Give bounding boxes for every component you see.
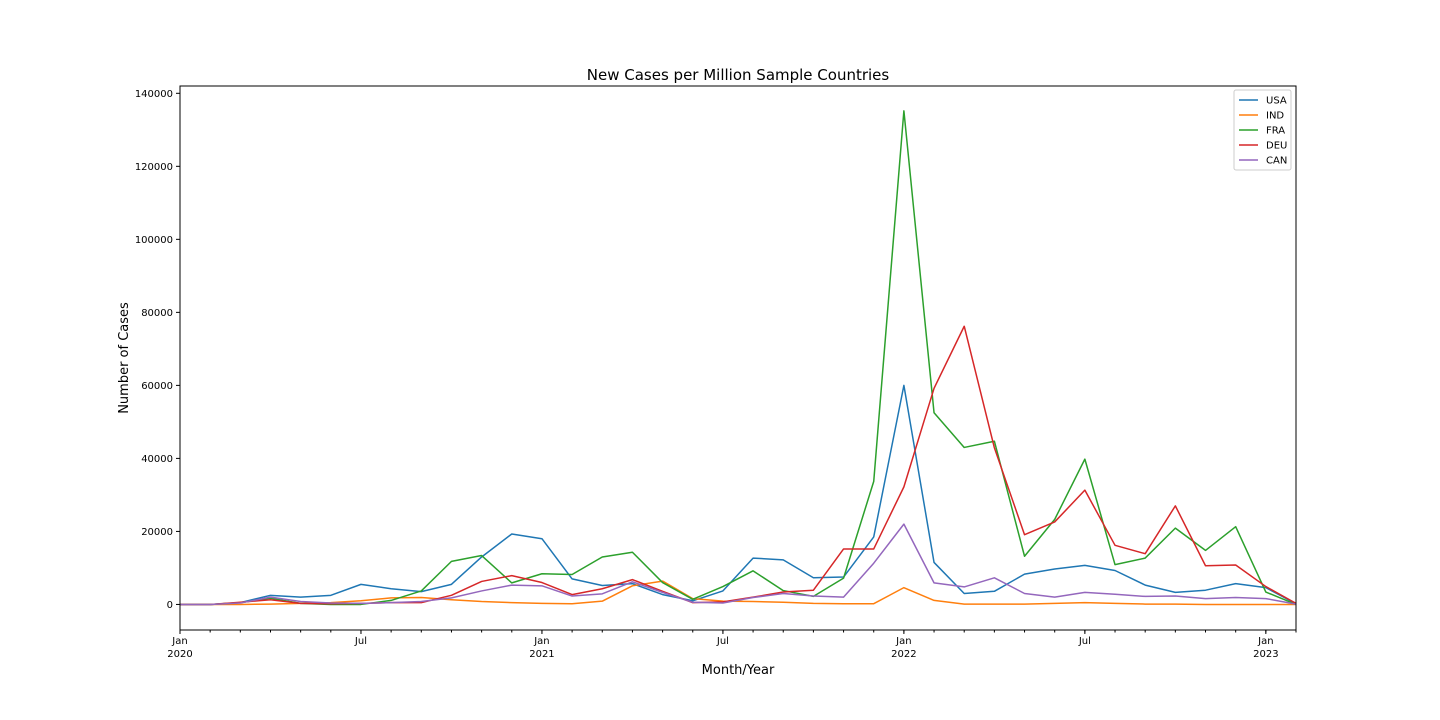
y-tick-label: 40000 [141, 454, 173, 465]
x-tick-label: Jan [895, 636, 911, 647]
y-tick-label: 0 [167, 600, 173, 611]
y-tick-label: 120000 [135, 162, 173, 173]
series-line-usa [180, 384, 1297, 606]
y-tick-label: 80000 [141, 308, 173, 319]
x-tick-year-label: 2022 [891, 649, 916, 660]
y-tick-label: 60000 [141, 381, 173, 392]
x-tick-year-label: 2023 [1253, 649, 1278, 660]
x-tick-year-label: 2021 [529, 649, 554, 660]
legend-label-deu: DEU [1266, 141, 1287, 152]
y-tick-label: 140000 [135, 89, 173, 100]
y-axis-title: Number of Cases [117, 302, 132, 414]
y-tick-label: 100000 [135, 235, 173, 246]
x-tick-label: Jan [171, 636, 187, 647]
series-layer [180, 110, 1297, 606]
legend-box [1233, 89, 1292, 171]
series-line-can [180, 523, 1297, 606]
y-tick-label: 20000 [141, 527, 173, 538]
x-axis: Jan 2020 Jul Jan 2021 Jul Jan 2022 Jul Jan 2023 [167, 630, 1297, 660]
x-tick-label: Jul [354, 636, 367, 647]
x-tick-year-label: 2020 [167, 649, 192, 660]
plot-area [179, 85, 1297, 631]
y-axis: 0 20000 40000 60000 80000 100000 120000 140000 [135, 89, 180, 611]
legend-label-usa: USA [1266, 96, 1287, 107]
x-tick-label: Jul [716, 636, 729, 647]
chart-title: New Cases per Million Sample Countries [587, 66, 890, 84]
plot-frame [179, 85, 1297, 631]
legend-label-can: CAN [1266, 156, 1287, 167]
x-tick-label: Jul [1078, 636, 1091, 647]
x-tick-label: Jan [533, 636, 549, 647]
x-tick-label: Jan [1257, 636, 1273, 647]
legend-label-fra: FRA [1266, 126, 1285, 137]
x-axis-title: Month/Year [702, 663, 775, 678]
legend: USA IND FRA DEU CAN [1233, 89, 1292, 171]
legend-label-ind: IND [1266, 111, 1284, 122]
series-line-ind [180, 580, 1296, 606]
